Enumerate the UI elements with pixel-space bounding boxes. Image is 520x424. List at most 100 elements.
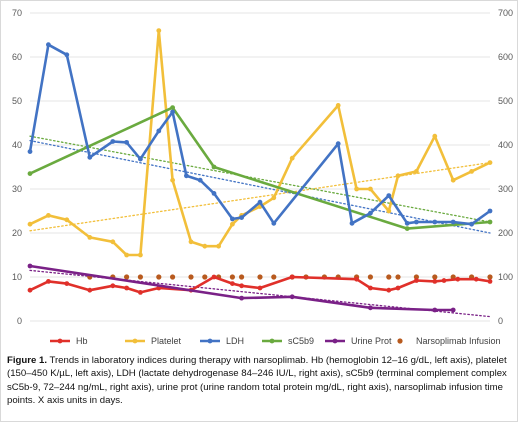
infusion-point: [202, 274, 208, 280]
urine_prot-point: [368, 305, 373, 311]
left-tick-label: 20: [12, 228, 22, 238]
ldh-point: [211, 191, 217, 196]
sc5b9-point: [27, 171, 33, 177]
ldh-point: [156, 128, 162, 134]
legend-label: LDH: [226, 336, 244, 346]
ldh-point: [27, 149, 33, 155]
legend-label: sC5b9: [288, 336, 314, 346]
legend-marker: [57, 338, 63, 344]
figure-caption: Figure 1. Trends in laboratory indices d…: [7, 354, 511, 407]
legend: Hb Platelet LDH sC5b9 Urine Prot Narsoplimab …: [50, 336, 501, 346]
legend-item-hb: Hb: [50, 336, 88, 346]
ldh-point: [197, 177, 203, 183]
ldh-point: [124, 139, 129, 145]
left-tick-label: 50: [12, 96, 22, 106]
hb-point: [110, 283, 116, 289]
infusion-point: [395, 274, 401, 280]
infusion-point: [239, 274, 245, 280]
sc5b9-point: [211, 164, 217, 170]
urine_prot-line: [29, 264, 454, 312]
infusion-point: [188, 274, 194, 280]
platelet-point: [87, 235, 93, 240]
right-tick-label: 500: [498, 96, 513, 106]
urine_prot-series: [27, 263, 456, 313]
platelet-point: [27, 221, 33, 227]
hb-series: [27, 274, 493, 295]
ldh-point: [184, 173, 189, 179]
platelet-point: [289, 155, 295, 161]
ldh-point: [368, 210, 373, 216]
platelet-point: [271, 195, 277, 201]
legend-item-urine_prot: Urine Prot: [325, 336, 392, 346]
ldh-point: [138, 156, 143, 162]
hb-point: [386, 287, 392, 293]
platelet-point: [216, 243, 222, 249]
sc5b9-point: [170, 105, 176, 110]
right-tick-label: 200: [498, 228, 513, 238]
ldh-point: [64, 52, 70, 58]
ldh-point: [432, 219, 438, 225]
infusion-point: [413, 274, 419, 280]
infusion-point: [432, 274, 438, 280]
ldh-point: [335, 141, 341, 147]
hb-point: [87, 287, 93, 293]
platelet-point: [469, 169, 474, 174]
sc5b9-trendline: [29, 135, 491, 223]
infusion-point: [271, 274, 277, 280]
right-tick-label: 400: [498, 140, 513, 150]
sc5b9-line: [29, 106, 491, 230]
platelet-point: [138, 252, 143, 258]
chart: 0 10 20 30 40 50 60 70 0 100 200 300 400 500 600 700 H…: [12, 8, 513, 346]
hb-point: [354, 276, 359, 282]
right-tick-label: 300: [498, 184, 513, 194]
infusion-point: [386, 274, 392, 280]
caption-text: Trends in laboratory indices during ther…: [7, 355, 507, 406]
legend-marker: [397, 338, 403, 344]
ldh-point: [170, 109, 176, 115]
platelet-point: [156, 28, 162, 33]
ldh-point: [239, 215, 245, 221]
platelet-point: [64, 217, 70, 223]
legend-item-sc5b9: sC5b9: [262, 336, 314, 346]
platelet-point: [46, 213, 51, 218]
hb-point: [441, 278, 447, 283]
urine_prot-point: [27, 263, 33, 269]
legend-label: Urine Prot: [351, 336, 392, 346]
ldh-point: [487, 208, 493, 214]
ldh-series: [27, 42, 493, 227]
platelet-point: [354, 186, 359, 192]
platelet-point: [386, 208, 392, 214]
infusion-point: [229, 274, 235, 280]
platelet-point: [230, 221, 235, 227]
ldh-point: [46, 42, 51, 48]
right-tick-label: 100: [498, 272, 513, 282]
infusion-point: [156, 274, 162, 280]
hb-point: [257, 285, 263, 291]
left-tick-label: 30: [12, 184, 22, 194]
platelet-point: [335, 103, 341, 108]
legend-marker: [269, 338, 275, 344]
urine_prot-point: [239, 295, 245, 301]
legend-label: Narsoplimab Infusion: [416, 336, 501, 346]
ldh-point: [404, 220, 410, 226]
platelet-point: [202, 243, 208, 249]
caption-label: Figure 1.: [7, 355, 47, 366]
hb-point: [138, 290, 143, 295]
left-axis: 0 10 20 30 40 50 60 70: [12, 8, 22, 326]
legend-item-platelet: Platelet: [125, 336, 182, 346]
hb-point: [46, 279, 51, 284]
platelet-point: [450, 177, 456, 183]
ldh-trendline: [29, 139, 491, 234]
left-tick-label: 0: [17, 316, 22, 326]
platelet-point: [487, 160, 493, 166]
ldh-point: [271, 220, 277, 226]
hb-point: [395, 285, 401, 291]
platelet-point: [124, 252, 129, 258]
hb-point: [414, 278, 419, 283]
hb-point: [211, 274, 217, 280]
infusion-point: [124, 274, 130, 280]
ldh-point: [414, 219, 419, 225]
hb-point: [473, 276, 479, 282]
legend-label: Platelet: [151, 336, 182, 346]
